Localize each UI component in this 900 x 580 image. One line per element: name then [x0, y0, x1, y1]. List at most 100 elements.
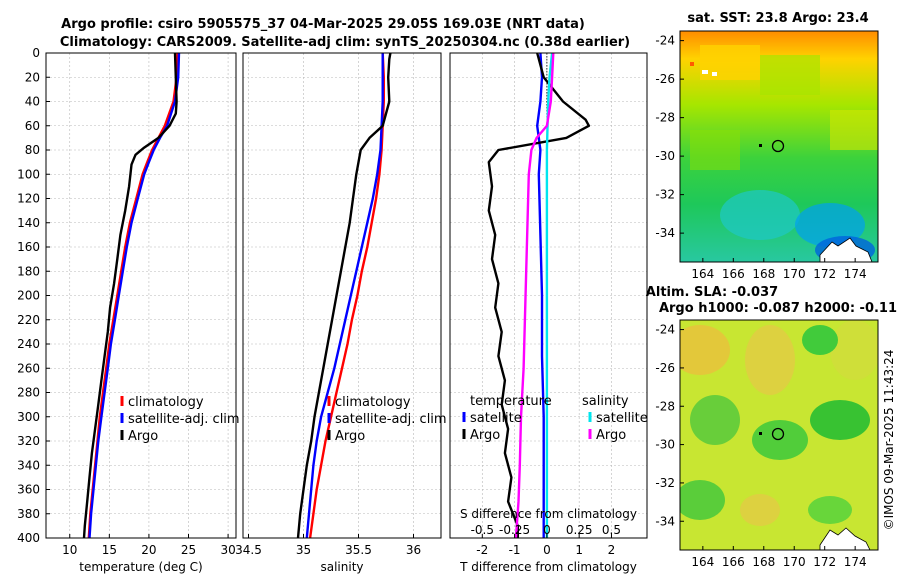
secondary-x-tick-label: 0 [543, 523, 551, 537]
map-x-tick-label: 164 [691, 267, 714, 281]
sst-map-panel: sat. SST: 23.8 Argo: 23.4 164 166 168 170 17… [655, 11, 879, 281]
map-y-tick-label: -24 [655, 323, 675, 337]
x-axis-label: temperature (deg C) [79, 560, 202, 574]
x-tick-label: -1 [509, 543, 521, 557]
map-y-tick-label: -26 [655, 361, 675, 375]
series-line-salinity-satellite [545, 52, 554, 538]
map-y-tick-label: -34 [655, 226, 675, 240]
x-tick-label: 34.5 [235, 543, 262, 557]
y-tick-label: 360 [17, 483, 40, 497]
legend-label: satellite-adj. clim [128, 412, 240, 427]
y-tick-label: 180 [17, 264, 40, 278]
legend-label: Argo [128, 429, 158, 444]
sst-map-title: sat. SST: 23.8 Argo: 23.4 [687, 11, 868, 26]
map-x-tick-label: 164 [691, 555, 714, 569]
y-tick-label: 160 [17, 240, 40, 254]
plot-frame [449, 52, 648, 539]
sla-map-subtitle: Argo h1000: -0.087 h2000: -0.11 [659, 301, 897, 316]
figure-title-line1: Argo profile: csiro 5905575_37 04-Mar-20… [61, 17, 585, 32]
map-x-tick-label: 172 [813, 555, 836, 569]
legend-label: climatology [335, 395, 411, 410]
map-x-tick-label: 170 [783, 555, 806, 569]
map-x-tick-label: 168 [752, 555, 775, 569]
x-axis-label: salinity [320, 560, 363, 574]
x-tick-label: 1 [575, 543, 583, 557]
y-tick-label: 320 [17, 434, 40, 448]
series-line-temperature-argo [487, 52, 591, 538]
x-tick-label: 35.5 [345, 543, 372, 557]
map-y-tick-label: -32 [655, 476, 675, 490]
sst-heatmap-field [680, 31, 878, 262]
y-tick-label: 400 [17, 531, 40, 545]
map-y-tick-label: -30 [655, 438, 675, 452]
figure-title-line2: Climatology: CARS2009. Satellite-adj cli… [60, 35, 630, 50]
legend-title-temperature: temperature [470, 394, 552, 409]
secondary-x-axis-label: S difference from climatology [460, 507, 637, 521]
legend-label: Argo [335, 429, 365, 444]
y-tick-label: 20 [25, 70, 40, 84]
x-axis-label: T difference from climatology [459, 560, 637, 574]
x-tick-label: 2 [608, 543, 616, 557]
y-tick-label: 200 [17, 289, 40, 303]
series-line-satellite-adj-clim [305, 53, 384, 539]
sla-map-title: Altim. SLA: -0.037 [646, 285, 778, 300]
map-x-tick-label: 166 [722, 555, 745, 569]
series-line-argo [82, 52, 178, 539]
map-y-tick-label: -26 [655, 72, 675, 86]
map-x-tick-label: 174 [844, 267, 867, 281]
legend-label: satellite-adj. clim [335, 412, 447, 427]
y-tick-label: 60 [25, 119, 40, 133]
series-line-salinity-argo [514, 52, 555, 539]
y-tick-label: 100 [17, 167, 40, 181]
x-tick-label: 0 [543, 543, 551, 557]
plot-frame [242, 52, 442, 539]
x-tick-label: 25 [181, 543, 196, 557]
map-y-tick-label: -34 [655, 514, 675, 528]
x-tick-label: 10 [62, 543, 77, 557]
difference-profile-panel: -2 -1 0 1 2 T difference from climatology temp… [449, 52, 648, 574]
y-tick-label: 260 [17, 361, 40, 375]
secondary-x-tick-label: -0.25 [499, 523, 530, 537]
sla-map-panel: Altim. SLA: -0.037 Argo h1000: -0.087 h2… [646, 285, 897, 569]
legend-label: climatology [128, 395, 204, 410]
y-tick-label: 0 [32, 46, 40, 60]
y-tick-label: 300 [17, 410, 40, 424]
map-x-tick-label: 170 [783, 267, 806, 281]
series-line-temperature-satellite [536, 52, 545, 538]
secondary-x-tick-label: 0.25 [566, 523, 593, 537]
map-x-tick-label: 174 [844, 555, 867, 569]
sla-argo-marker [771, 427, 785, 441]
x-tick-label: 36 [406, 543, 421, 557]
map-y-tick-label: -30 [655, 149, 675, 163]
y-tick-label: 40 [25, 95, 40, 109]
x-tick-label: 30 [220, 543, 235, 557]
sst-argo-marker [771, 139, 785, 153]
legend-label: Argo [596, 428, 626, 443]
map-x-tick-label: 168 [752, 267, 775, 281]
legend-label: satellite [470, 411, 522, 426]
map-y-tick-label: -24 [655, 34, 675, 48]
y-tick-label: 340 [17, 458, 40, 472]
secondary-x-tick-label: -0.5 [471, 523, 494, 537]
legend-label: satellite [596, 411, 648, 426]
y-tick-label: 280 [17, 386, 40, 400]
salinity-profile-panel: 34.5 35 35.5 36 salinity climatology satellite… [235, 52, 447, 574]
y-tick-label: 380 [17, 507, 40, 521]
map-x-tick-label: 166 [722, 267, 745, 281]
secondary-x-tick-label: 0.5 [602, 523, 621, 537]
x-tick-label: 35 [296, 543, 311, 557]
x-tick-label: 15 [102, 543, 117, 557]
sla-heatmap-field [680, 320, 878, 550]
x-tick-label: -2 [476, 543, 488, 557]
series-line-argo [296, 52, 392, 539]
y-tick-label: 120 [17, 192, 40, 206]
legend-title-salinity: salinity [582, 394, 629, 409]
map-y-tick-label: -32 [655, 188, 675, 202]
y-tick-label: 140 [17, 216, 40, 230]
temperature-profile-panel: 0 20 40 60 80 100 120 140 160 180 200 220 240 260 280 3… [17, 46, 240, 574]
y-tick-label: 80 [25, 143, 40, 157]
x-tick-label: 20 [141, 543, 156, 557]
y-tick-label: 240 [17, 337, 40, 351]
y-tick-label: 220 [17, 313, 40, 327]
map-x-tick-label: 172 [813, 267, 836, 281]
